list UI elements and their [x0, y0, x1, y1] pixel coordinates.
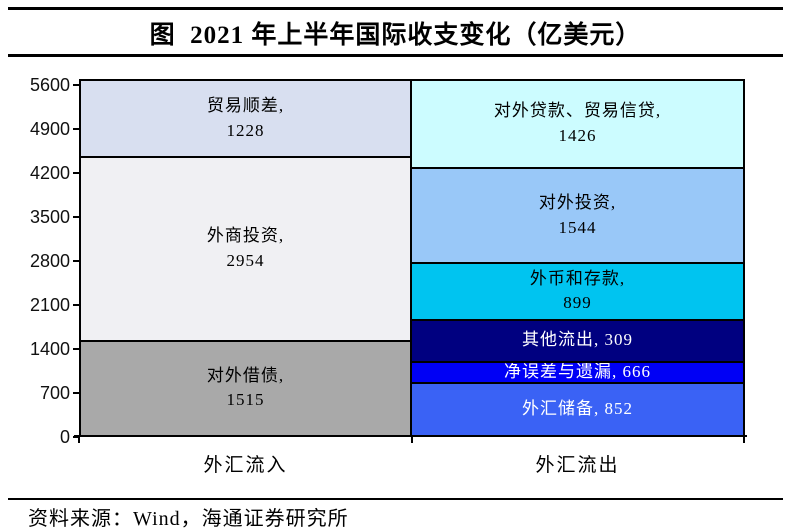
y-tick-mark [73, 348, 79, 350]
x-tick-mark [410, 437, 413, 443]
segment-label: 其他流出, 309 [522, 330, 633, 350]
y-tick-label: 2100 [29, 295, 70, 315]
segment-label: 对外贷款、贸易信贷, 1426 [493, 101, 662, 146]
bar-segment: 对外借债, 1515 [81, 341, 410, 435]
title-bottom-rule [8, 54, 783, 57]
bar-segment: 外汇储备, 852 [412, 383, 743, 435]
y-tick-mark [73, 128, 79, 130]
y-tick-label: 2800 [29, 251, 70, 271]
segment-label: 外汇储备, 852 [522, 398, 633, 418]
source-note: 资料来源：Wind，海通证券研究所 [28, 508, 349, 528]
bar-segment: 净误差与遗漏, 666 [412, 362, 743, 384]
y-tick-mark [73, 216, 79, 218]
bar-segment: 外币和存款, 899 [412, 264, 743, 321]
x-tick-mark [743, 437, 745, 443]
x-axis-line [74, 435, 747, 437]
bar-segment: 外商投资, 2954 [81, 158, 410, 342]
x-tick-mark [78, 437, 80, 443]
footer-rule [8, 498, 783, 500]
bar-outflow: 对外贷款、贸易信贷, 1426 对外投资, 1544 外币和存款, 899 其他流出, 30… [410, 78, 745, 437]
y-tick-label: 5600 [29, 75, 70, 95]
bar-segment: 其他流出, 309 [412, 320, 743, 363]
y-tick-mark [73, 436, 79, 438]
y-tick-mark [73, 304, 79, 306]
x-axis-label-outflow: 外汇流出 [535, 455, 620, 476]
segment-label: 外商投资, 2954 [206, 226, 285, 271]
x-axis-label-inflow: 外汇流入 [203, 455, 288, 476]
y-tick-mark [73, 172, 79, 174]
bar-segment: 对外贷款、贸易信贷, 1426 [412, 80, 743, 170]
y-tick-label: 4900 [29, 119, 70, 139]
segment-label: 外币和存款, 899 [529, 268, 626, 313]
y-tick-mark [73, 392, 79, 394]
y-tick-label: 4200 [29, 163, 70, 183]
segment-label: 对外投资, 1544 [538, 193, 617, 237]
y-tick-mark [73, 260, 79, 262]
y-tick-mark [73, 84, 79, 86]
y-tick-label: 1400 [29, 339, 70, 359]
bar-segment: 贸易顺差, 1228 [81, 80, 410, 159]
y-tick-label: 3500 [29, 207, 70, 227]
segment-label: 对外借债, 1515 [206, 365, 285, 410]
title-top-rule [8, 7, 783, 10]
chart-title: 图 2021 年上半年国际收支变化（亿美元） [149, 22, 642, 49]
bar-inflow: 贸易顺差, 1228 外商投资, 2954 对外借债, 1515 [79, 78, 412, 437]
segment-label: 贸易顺差, 1228 [206, 95, 285, 140]
bar-segment: 对外投资, 1544 [412, 169, 743, 265]
segment-label: 净误差与遗漏, 666 [504, 362, 651, 381]
y-tick-label: 0 [59, 427, 70, 447]
y-tick-label: 700 [39, 383, 70, 403]
